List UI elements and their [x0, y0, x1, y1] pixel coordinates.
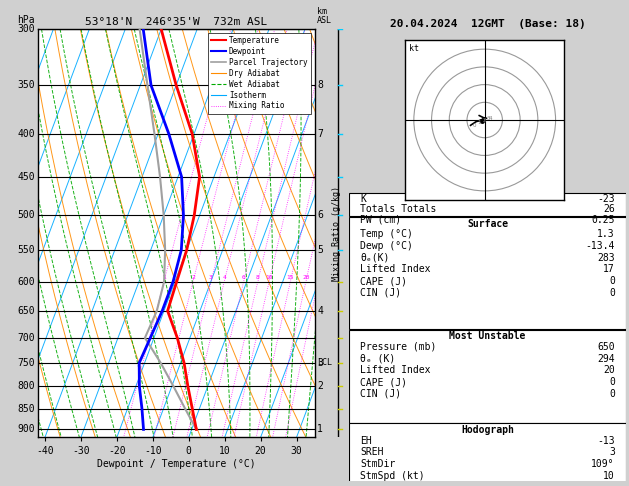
Text: StmSpd (kt): StmSpd (kt)	[360, 471, 425, 481]
Text: 0: 0	[609, 389, 615, 399]
Text: Lifted Index: Lifted Index	[360, 264, 431, 275]
Text: 1: 1	[477, 120, 481, 124]
Text: 6: 6	[317, 210, 323, 220]
Text: 3: 3	[317, 358, 323, 368]
Text: 8: 8	[256, 275, 260, 280]
Text: Lifted Index: Lifted Index	[360, 365, 431, 375]
Text: 20: 20	[302, 275, 309, 280]
Bar	[349, 423, 626, 486]
Text: 294: 294	[597, 354, 615, 364]
Text: 800: 800	[18, 382, 35, 392]
Text: 15: 15	[287, 275, 294, 280]
Text: 10: 10	[265, 275, 273, 280]
Text: Totals Totals: Totals Totals	[360, 205, 437, 214]
Text: 350: 350	[18, 80, 35, 90]
Text: CAPE (J): CAPE (J)	[360, 276, 407, 286]
Text: 750: 750	[18, 358, 35, 368]
Text: 3: 3	[486, 116, 490, 121]
Text: 1.3: 1.3	[597, 229, 615, 239]
Text: 17: 17	[603, 264, 615, 275]
Text: km
ASL: km ASL	[317, 7, 332, 25]
Text: 700: 700	[18, 333, 35, 343]
Text: 0: 0	[609, 377, 615, 387]
Text: SREH: SREH	[360, 448, 384, 457]
Legend: Temperature, Dewpoint, Parcel Trajectory, Dry Adiabat, Wet Adiabat, Isotherm, Mi: Temperature, Dewpoint, Parcel Trajectory…	[208, 33, 311, 114]
Text: Temp (°C): Temp (°C)	[360, 229, 413, 239]
Text: θₑ (K): θₑ (K)	[360, 354, 396, 364]
Text: Hodograph: Hodograph	[461, 425, 514, 435]
Text: 283: 283	[597, 253, 615, 263]
Bar	[349, 193, 626, 216]
Text: Pressure (mb): Pressure (mb)	[360, 342, 437, 352]
Text: -13.4: -13.4	[586, 241, 615, 251]
Text: 2: 2	[191, 275, 195, 280]
Title: 53°18'N  246°35'W  732m ASL: 53°18'N 246°35'W 732m ASL	[85, 17, 267, 27]
Text: 650: 650	[18, 306, 35, 316]
Text: Dewp (°C): Dewp (°C)	[360, 241, 413, 251]
Text: 3: 3	[609, 448, 615, 457]
Bar	[349, 330, 626, 422]
Text: CIN (J): CIN (J)	[360, 288, 401, 298]
Text: PW (cm): PW (cm)	[360, 215, 401, 225]
Text: CAPE (J): CAPE (J)	[360, 377, 407, 387]
Text: CIN (J): CIN (J)	[360, 389, 401, 399]
Text: K: K	[360, 194, 366, 204]
Bar	[349, 217, 626, 329]
Text: 10: 10	[603, 471, 615, 481]
Text: 4: 4	[488, 116, 492, 121]
Text: StmDir: StmDir	[360, 459, 396, 469]
Text: -23: -23	[597, 194, 615, 204]
Text: 20.04.2024  12GMT  (Base: 18): 20.04.2024 12GMT (Base: 18)	[389, 19, 586, 29]
Text: LCL: LCL	[317, 359, 332, 367]
Text: 400: 400	[18, 129, 35, 139]
Text: 650: 650	[597, 342, 615, 352]
Text: 1: 1	[162, 275, 166, 280]
Text: θₑ(K): θₑ(K)	[360, 253, 389, 263]
Text: Mixing Ratio (g/kg): Mixing Ratio (g/kg)	[332, 186, 341, 281]
Text: 0: 0	[609, 276, 615, 286]
Text: 900: 900	[18, 424, 35, 434]
Text: 300: 300	[18, 24, 35, 34]
Text: 4: 4	[223, 275, 226, 280]
Text: 600: 600	[18, 277, 35, 287]
Text: EH: EH	[360, 435, 372, 446]
Text: 4: 4	[317, 306, 323, 316]
Text: 550: 550	[18, 245, 35, 255]
Text: 500: 500	[18, 210, 35, 220]
Text: 5: 5	[317, 245, 323, 255]
X-axis label: Dewpoint / Temperature (°C): Dewpoint / Temperature (°C)	[97, 459, 255, 469]
Text: Surface: Surface	[467, 219, 508, 228]
Text: 3: 3	[209, 275, 213, 280]
Text: 0: 0	[472, 123, 476, 128]
Text: 2: 2	[483, 118, 486, 123]
Text: 26: 26	[603, 205, 615, 214]
Text: 0: 0	[609, 288, 615, 298]
Text: 850: 850	[18, 403, 35, 414]
Text: 109°: 109°	[591, 459, 615, 469]
Text: 6: 6	[242, 275, 245, 280]
Text: 20: 20	[603, 365, 615, 375]
Text: 1: 1	[317, 424, 323, 434]
Text: 7: 7	[317, 129, 323, 139]
Text: 450: 450	[18, 172, 35, 182]
Text: kt: kt	[408, 44, 418, 53]
Text: -13: -13	[597, 435, 615, 446]
Text: Most Unstable: Most Unstable	[449, 331, 526, 341]
Text: hPa: hPa	[18, 15, 35, 25]
Text: 0.25: 0.25	[591, 215, 615, 225]
Text: 8: 8	[317, 80, 323, 90]
Text: 2: 2	[317, 382, 323, 392]
